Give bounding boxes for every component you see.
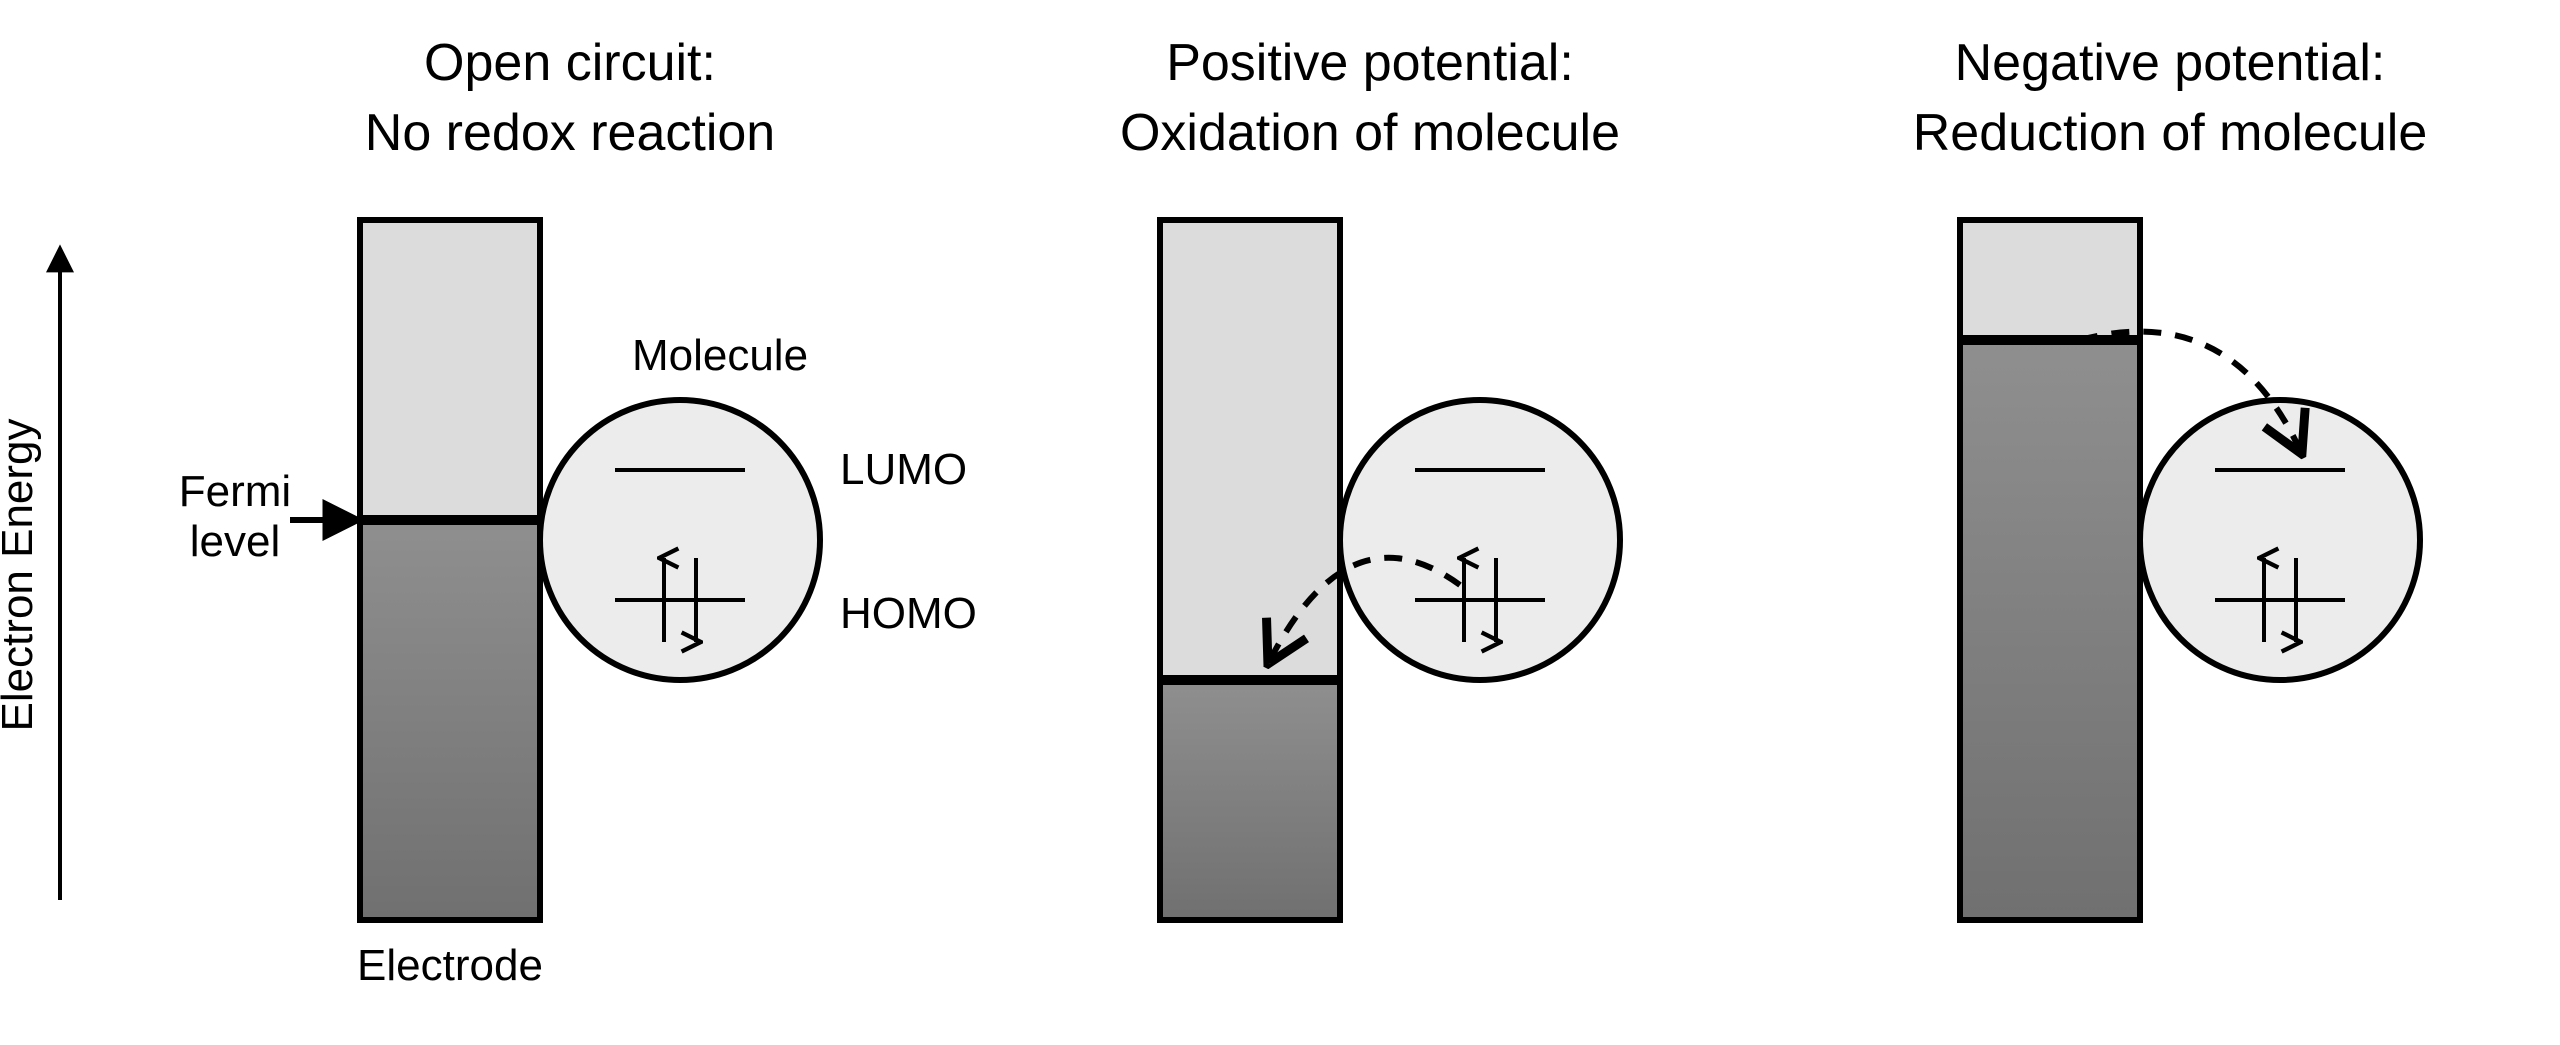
panel-open-title-1: Open circuit: [424, 34, 716, 92]
molecule-label: Molecule [632, 331, 808, 380]
fermi-label-1: Fermi [179, 467, 291, 516]
molecule-circle [2140, 400, 2420, 680]
molecule-circle [540, 400, 820, 680]
lumo-label: LUMO [840, 445, 967, 494]
electrode-filled [360, 520, 540, 920]
electrode-filled [1160, 680, 1340, 920]
molecule-circle [1340, 400, 1620, 680]
panel-positive-title-1: Positive potential: [1166, 34, 1574, 92]
panel-positive-title-2: Oxidation of molecule [1120, 104, 1620, 162]
energy-axis-label: Electron Energy [0, 418, 42, 731]
panel-negative-title-1: Negative potential: [1955, 34, 2386, 92]
electrode-label: Electrode [357, 941, 543, 990]
panel-open-title-2: No redox reaction [365, 104, 775, 162]
electrode-filled [1960, 340, 2140, 920]
panel-negative-title-2: Reduction of molecule [1913, 104, 2428, 162]
fermi-label-2: level [190, 517, 281, 566]
homo-label: HOMO [840, 589, 977, 638]
